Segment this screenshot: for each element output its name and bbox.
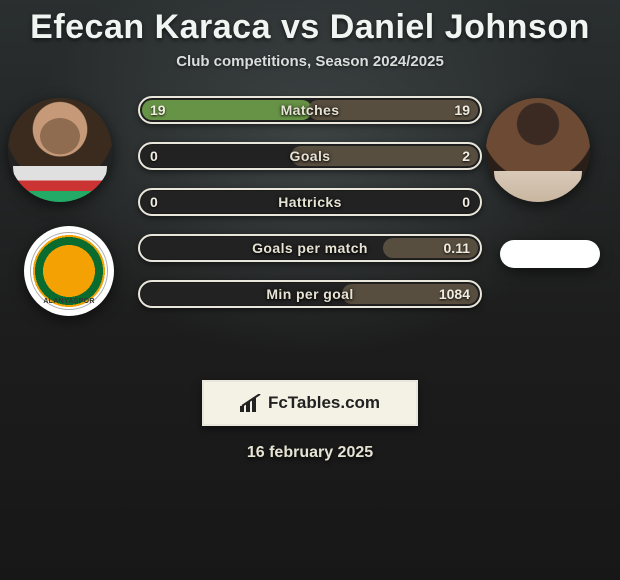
stat-row-goals-per-match: Goals per match 0.11 — [138, 234, 482, 262]
stat-left-value: 0 — [150, 148, 158, 164]
stat-left-value: 0 — [150, 194, 158, 210]
stat-right-value: 0.11 — [444, 240, 470, 256]
club-right-badge — [500, 240, 600, 268]
brand-box[interactable]: FcTables.com — [202, 380, 418, 426]
stat-list: 19 Matches 19 0 Goals 2 0 Hattricks 0 — [138, 96, 482, 308]
page-title: Efecan Karaca vs Daniel Johnson — [0, 8, 620, 47]
date-text: 16 february 2025 — [0, 444, 620, 462]
stat-label: Min per goal — [266, 286, 353, 302]
stat-label: Hattricks — [278, 194, 342, 210]
subtitle: Club competitions, Season 2024/2025 — [0, 53, 620, 70]
player-right-avatar — [486, 98, 590, 202]
stat-row-min-per-goal: Min per goal 1084 — [138, 280, 482, 308]
brand-text: FcTables.com — [268, 393, 380, 413]
stat-label: Goals per match — [252, 240, 368, 256]
stat-right-value: 0 — [462, 194, 470, 210]
stat-row-goals: 0 Goals 2 — [138, 142, 482, 170]
stat-label: Matches — [281, 102, 340, 118]
chart-icon — [240, 394, 262, 412]
stat-left-value: 19 — [150, 102, 166, 118]
stat-right-value: 2 — [462, 148, 470, 164]
comparison-arena: 19 Matches 19 0 Goals 2 0 Hattricks 0 — [0, 98, 620, 358]
stat-row-hattricks: 0 Hattricks 0 — [138, 188, 482, 216]
player-left-avatar — [8, 98, 112, 202]
stat-label: Goals — [290, 148, 331, 164]
club-left-badge — [24, 226, 114, 316]
stat-row-matches: 19 Matches 19 — [138, 96, 482, 124]
stat-right-value: 19 — [454, 102, 470, 118]
stat-right-value: 1084 — [439, 286, 470, 302]
